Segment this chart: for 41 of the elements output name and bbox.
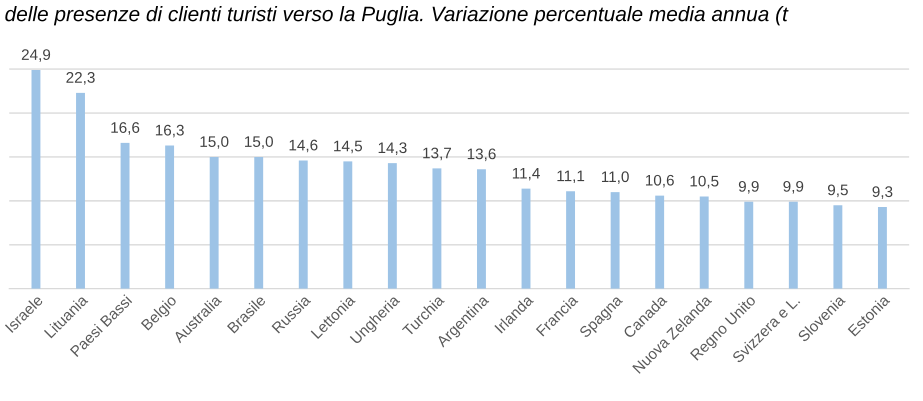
data-label: 14,6 [290, 140, 318, 152]
bar [298, 160, 308, 289]
bar [343, 161, 352, 289]
data-label: 9,3 [872, 186, 892, 199]
data-label: 13,7 [423, 148, 452, 160]
bar [254, 156, 264, 289]
data-label: 9,9 [738, 180, 759, 194]
data-label: 22,3 [66, 72, 95, 85]
bar [878, 207, 887, 289]
bar [700, 196, 709, 289]
data-label: 15,0 [200, 136, 228, 149]
bar [388, 163, 397, 289]
bar [432, 168, 442, 289]
bar [120, 142, 130, 289]
bar [610, 192, 620, 289]
bar [833, 205, 842, 289]
data-label: 13,6 [468, 148, 496, 162]
bar [76, 92, 85, 289]
data-label: 10,5 [690, 176, 718, 188]
chart-title: delle presenze di clienti turisti verso la Puglia. Variazione percentuale media annua (t [5, 6, 789, 26]
bar [655, 196, 664, 289]
data-label: 15,0 [245, 136, 273, 149]
data-label: 9,5 [828, 184, 848, 198]
data-label: 16,3 [156, 124, 184, 138]
bar [477, 169, 486, 289]
bar [788, 202, 798, 289]
data-label: 9,9 [783, 180, 804, 194]
bar [566, 191, 576, 289]
data-label: 14,3 [378, 142, 407, 155]
bar [744, 202, 754, 289]
bar [165, 146, 174, 289]
data-label: 11,4 [512, 168, 540, 180]
data-label: 11,1 [557, 170, 584, 184]
bar [32, 70, 40, 289]
bar [210, 156, 219, 289]
data-label: 24,9 [22, 49, 50, 62]
data-label: 10,6 [646, 174, 674, 188]
data-label: 14,5 [334, 140, 362, 154]
bar [522, 188, 530, 289]
data-label: 11,0 [602, 171, 629, 184]
data-label: 16,6 [111, 122, 140, 135]
